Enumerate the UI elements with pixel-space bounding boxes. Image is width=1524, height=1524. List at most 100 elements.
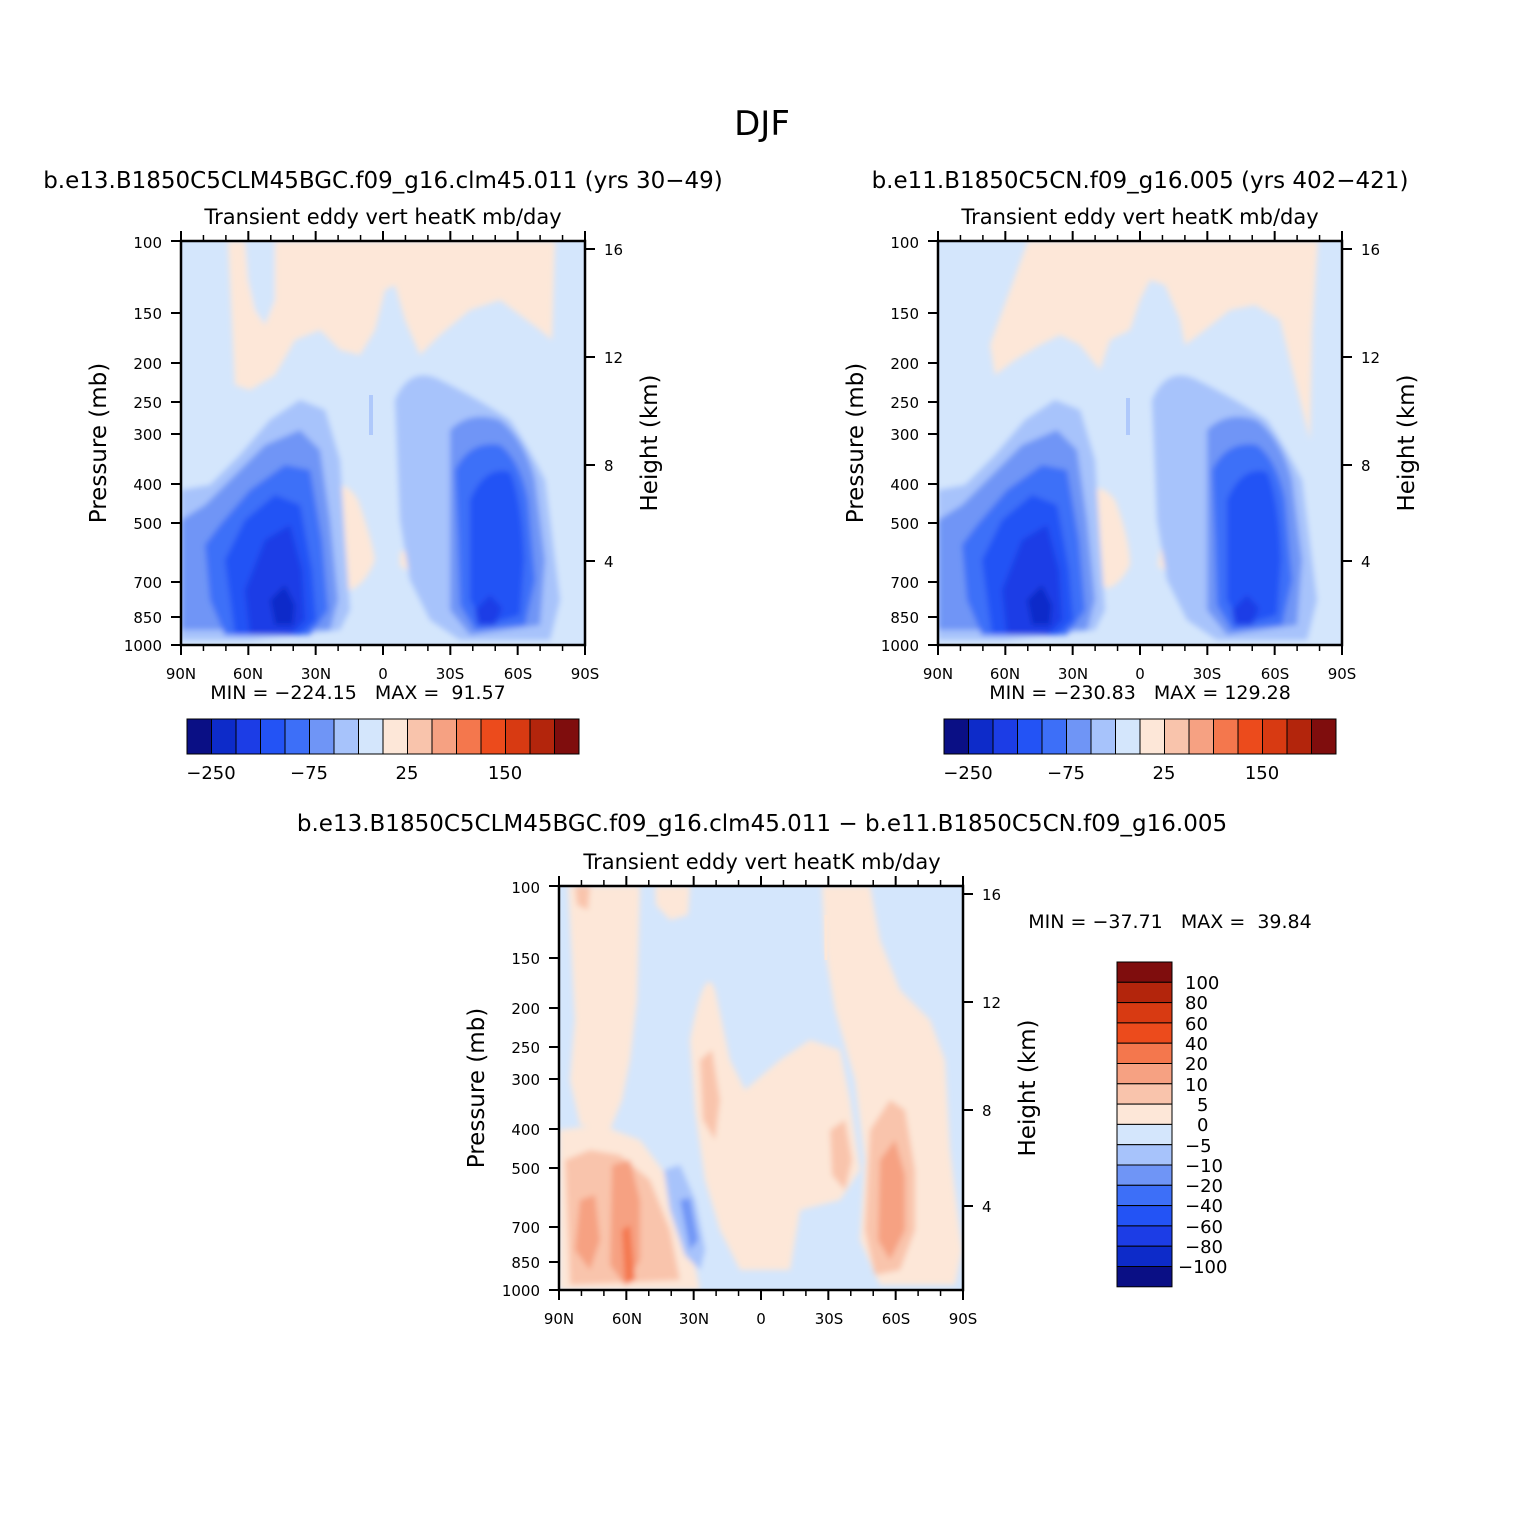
colorbar-swatch [1116,1266,1173,1288]
panel-3-plot-area [559,886,963,1290]
panel-3-y-axis-label: Pressure (mb) [464,1008,490,1168]
panel-2-title: Transient eddy vert heatK mb/day [960,205,1318,229]
panel-3-y-ticks: 100 150 200 250 300 400 500 700 850 1000 [502,879,559,1300]
panel-1-y-tick-label: 400 [133,476,162,494]
colorbar-label: 20 [1185,1054,1208,1075]
colorbar-swatch [1116,1225,1173,1247]
panel-1-x-ticks: 90N 60N 30N 0 30S 60S 90S [166,665,599,683]
panel-3-y-tick-label: 500 [511,1160,540,1178]
panel-3-contours [559,886,962,1290]
panel-1-colorbar: −250 −75 25 150 [186,718,580,784]
panel-1-y-tick-label: 100 [133,234,162,252]
colorbar-swatch [529,718,555,755]
colorbar-label: 25 [1153,763,1176,784]
colorbar-swatch [382,718,408,755]
colorbar-swatch [358,718,384,755]
colorbar-swatch [1116,1042,1173,1064]
panel-2-contours [938,241,1318,640]
colorbar-swatch [1116,981,1173,1004]
panel-2-stats: MIN = −230.83 MAX = 129.28 [989,682,1291,704]
panel-1-y-tick-label: 1000 [124,637,162,655]
panel-2-case-title: b.e11.B1850C5CN.f09_g16.005 (yrs 402−421… [872,168,1409,194]
panel-2: b.e11.B1850C5CN.f09_g16.005 (yrs 402−421… [843,168,1420,784]
panel-3-y-tick-label: 250 [511,1039,540,1057]
colorbar-label: 5 [1197,1095,1208,1116]
panel-3-y-tick-label: 150 [511,950,540,968]
panel-3-y-tick-label: 850 [511,1254,540,1272]
panel-1-case-title: b.e13.B1850C5CLM45BGC.f09_g16.clm45.011 … [43,168,723,194]
colorbar-swatch [1164,718,1190,755]
colorbar-label: 150 [1245,763,1279,784]
panel-3-y-tick-label: 400 [511,1121,540,1139]
colorbar-label: −5 [1185,1136,1212,1157]
panel-1-y-tick-label: 200 [133,355,162,373]
panel-3-y2-tick-label: 16 [982,886,1001,904]
colorbar-swatch [431,718,457,755]
panel-3-y2-ticks: 16 12 8 4 [963,886,1001,1216]
colorbar-swatch [333,718,359,755]
colorbar-swatch [211,718,237,755]
panel-2-y2-ticks: 16 12 8 4 [1342,241,1380,571]
colorbar-label: −100 [1178,1257,1227,1278]
panel-2-y2-tick-label: 16 [1361,241,1380,259]
panel-2-y-ticks: 100 150 200 250 300 400 500 700 850 1000 [881,234,938,655]
panel-1-y-tick-label: 500 [133,515,162,533]
colorbar-swatch [186,718,212,755]
colorbar-swatch [1286,718,1312,755]
colorbar-label: 25 [396,763,419,784]
panel-1-x-tick-label: 30N [301,665,331,683]
colorbar-swatch [407,718,433,755]
panel-3-y-tick-label: 1000 [502,1282,540,1300]
panel-1-x-tick-label: 90N [166,665,196,683]
colorbar-swatch [309,718,335,755]
colorbar-swatch [943,718,969,755]
colorbar-swatch [1116,1002,1173,1024]
panel-1-y-tick-label: 300 [133,426,162,444]
colorbar-label: 10 [1185,1075,1208,1096]
colorbar-swatch [1262,718,1288,755]
panel-1-y-tick-label: 700 [133,574,162,592]
colorbar-swatch [1213,718,1239,755]
panel-1-plot-area [181,241,585,645]
panel-2-y-tick-label: 300 [890,426,919,444]
colorbar-swatch [1116,1164,1173,1186]
panel-1: b.e13.B1850C5CLM45BGC.f09_g16.clm45.011 … [43,168,723,784]
panel-3-stats: MIN = −37.71 MAX = 39.84 [1028,911,1311,933]
panel-1-y2-tick-label: 16 [604,241,623,259]
panel-1-contours [181,241,560,640]
colorbar-swatch [1116,961,1173,983]
colorbar-label: −75 [1047,763,1085,784]
panel-2-y2-tick-label: 8 [1361,457,1371,475]
colorbar-label: −75 [290,763,328,784]
panel-3-x-tick-label: 60S [882,1310,911,1328]
colorbar-swatch [1116,1022,1173,1044]
panel-2-y-tick-label: 100 [890,234,919,252]
colorbar-label: 40 [1185,1034,1208,1055]
colorbar-swatch [284,718,310,755]
panel-2-y2-tick-label: 4 [1361,553,1371,571]
panel-2-x-ticks: 90N 60N 30N 0 30S 60S 90S [923,665,1356,683]
colorbar-swatch [235,718,261,755]
colorbar-swatch [1090,718,1116,755]
panel-2-y2-tick-label: 12 [1361,349,1380,367]
colorbar-label: −10 [1185,1156,1223,1177]
colorbar-swatch [1116,1063,1173,1085]
panel-2-y-tick-label: 1000 [881,637,919,655]
panel-3-x-tick-label: 30S [815,1310,844,1328]
panel-3-y-tick-label: 200 [511,1000,540,1018]
panel-2-x-tick-label: 30S [1193,665,1222,683]
panel-3-y2-tick-label: 12 [982,994,1001,1012]
panel-1-y2-tick-label: 4 [604,553,614,571]
panel-1-x-tick-label: 30S [436,665,465,683]
panel-2-colorbar: −250 −75 25 150 [943,718,1337,784]
colorbar-swatch [1116,1144,1173,1166]
panel-2-x-tick-label: 90S [1328,665,1357,683]
colorbar-label: −250 [186,763,235,784]
panel-2-y-tick-label: 150 [890,305,919,323]
colorbar-label: −80 [1185,1237,1223,1258]
panel-1-y-tick-label: 850 [133,609,162,627]
panel-1-x-tick-label: 90S [571,665,600,683]
colorbar-swatch [1115,718,1141,755]
panel-1-x-tick-label: 60S [504,665,533,683]
